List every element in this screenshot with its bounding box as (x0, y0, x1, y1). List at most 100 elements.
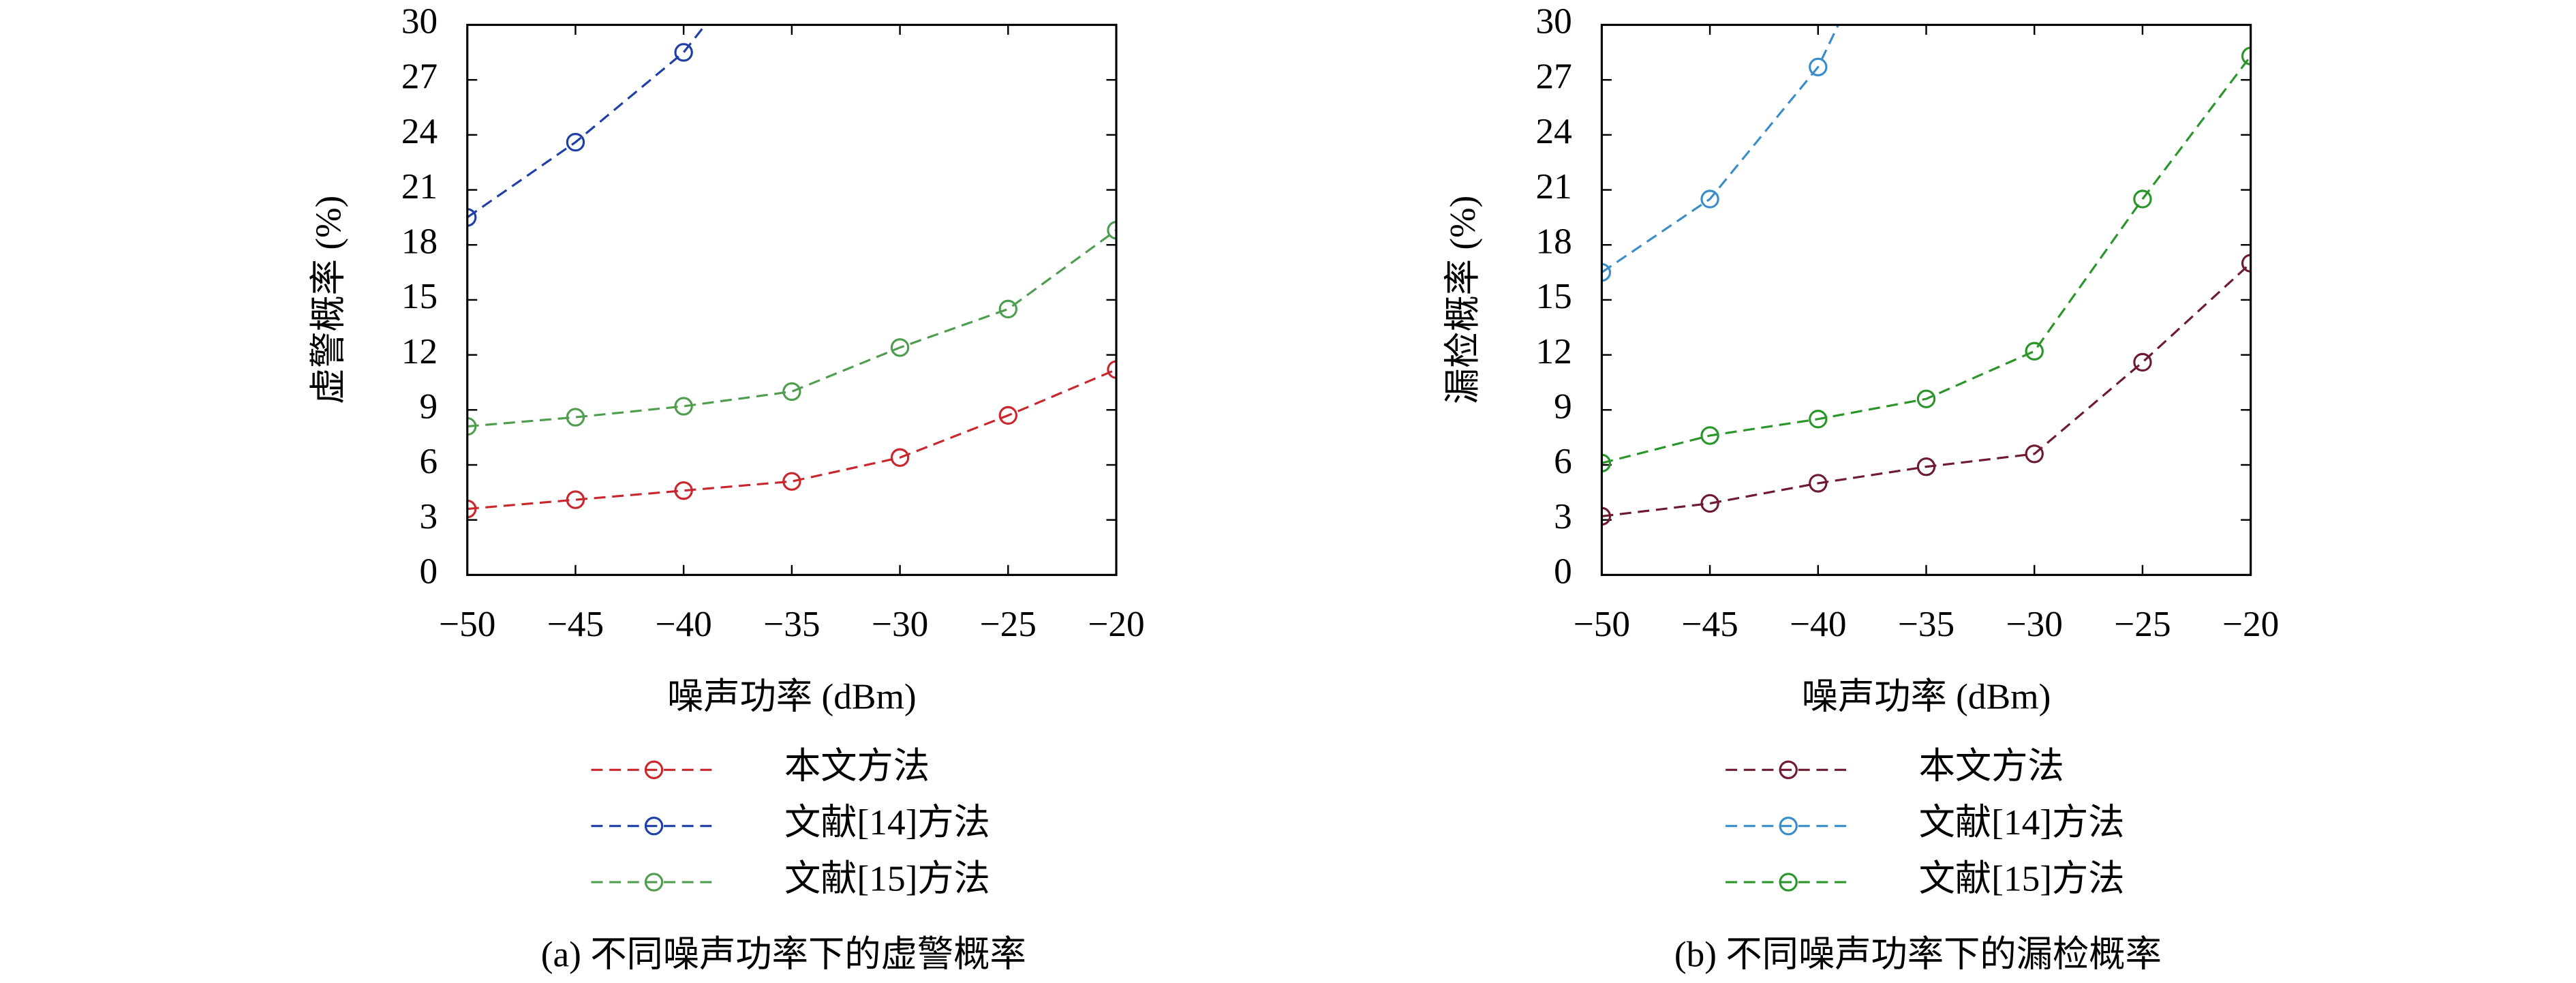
y-tick-label: 30 (401, 1, 438, 42)
y-tick-label: 24 (1535, 111, 1571, 151)
x-tick-label: −30 (2006, 604, 2063, 644)
legend-marker (1779, 873, 1798, 892)
point (1809, 57, 1828, 77)
legend-marker (1779, 816, 1798, 836)
y-tick-label: 30 (1535, 1, 1571, 42)
point (1601, 453, 1612, 472)
legend-marker (1779, 760, 1798, 779)
series-line (467, 229, 1116, 428)
x-tick-label: −50 (439, 604, 495, 644)
y-tick-label: 21 (1535, 166, 1571, 207)
series-line (467, 25, 707, 219)
legend-marker (644, 760, 664, 779)
x-tick-label: −40 (1790, 604, 1846, 644)
legend-label: 文献[14]方法 (784, 802, 990, 843)
series-line (1601, 25, 1840, 273)
point (2025, 444, 2044, 464)
point (998, 299, 1017, 319)
point (566, 408, 585, 427)
y-tick-label: 27 (1535, 56, 1571, 96)
legend-label: 本文方法 (784, 746, 930, 787)
y-tick-label: 6 (1554, 441, 1572, 481)
y-tick-label: 9 (1554, 387, 1572, 427)
y-tick-label: 6 (419, 441, 438, 481)
x-tick-label: −35 (763, 604, 820, 644)
point (782, 472, 801, 491)
x-tick-label: −50 (1574, 604, 1630, 644)
y-tick-label: 15 (401, 276, 438, 316)
point (566, 490, 585, 509)
point (1809, 474, 1828, 493)
series-line (1601, 262, 2251, 517)
x-tick-label: −40 (655, 604, 711, 644)
point (1916, 389, 1936, 408)
legend-label: 文献[15]方法 (1919, 858, 2125, 898)
y-tick-label: 18 (401, 221, 438, 261)
x-tick-label: −45 (547, 604, 604, 644)
point (674, 43, 693, 62)
point (467, 208, 477, 227)
x-tick-label: −25 (2114, 604, 2171, 644)
caption: (b) 不同噪声功率下的漏检概率 (1674, 935, 2162, 975)
y-tick-label: 15 (1535, 276, 1571, 316)
legend-marker (644, 816, 664, 836)
y-tick-label: 18 (1535, 221, 1571, 261)
y-tick-label: 12 (401, 331, 438, 372)
point (1107, 221, 1116, 240)
point (890, 338, 910, 357)
plot-frame (1600, 23, 2252, 576)
point (674, 397, 693, 416)
point (2133, 352, 2152, 372)
x-tick-label: −20 (1088, 604, 1144, 644)
y-tick-label: 0 (419, 551, 438, 592)
point (998, 406, 1017, 425)
x-axis-label: 噪声功率 (dBm) (1802, 677, 2051, 717)
point (1700, 190, 1719, 209)
x-tick-label: −35 (1898, 604, 1954, 644)
point (890, 448, 910, 467)
point (2025, 342, 2044, 361)
plot-area (467, 25, 1116, 519)
point (2133, 190, 2152, 209)
x-tick-label: −25 (980, 604, 1037, 644)
chart: 0 3 6 9 12 15 18 21 24 27 30 −50 −45 −40 −35 −30 −25 −20 本… (1443, 1, 2279, 975)
x-axis-label: 噪声功率 (dBm) (667, 677, 917, 717)
point (1601, 506, 1612, 526)
y-axis-label: 漏检概率 (%) (1443, 196, 1483, 404)
caption: (a) 不同噪声功率下的虚警概率 (541, 935, 1026, 975)
y-tick-label: 3 (419, 496, 438, 536)
series-line (1601, 55, 2251, 464)
point (674, 481, 693, 500)
point (782, 382, 801, 402)
plot-area (1601, 25, 2251, 526)
point (2241, 254, 2251, 273)
chart: 0 3 6 9 12 15 18 21 24 27 30 −50 −45 −40 −35 −30 −25 −20 本… (308, 1, 1144, 975)
y-tick-label: 24 (401, 111, 438, 151)
point (467, 417, 477, 436)
series-line (467, 368, 1116, 511)
x-tick-label: −20 (2222, 604, 2279, 644)
legend-marker (644, 873, 664, 892)
legend-label: 文献[15]方法 (784, 858, 990, 898)
y-tick-label: 21 (401, 166, 438, 207)
point (2241, 46, 2251, 65)
point (1916, 457, 1936, 477)
y-tick-label: 12 (1535, 331, 1571, 372)
point (566, 132, 585, 152)
point (467, 499, 477, 519)
x-tick-label: −30 (872, 604, 928, 644)
y-tick-label: 27 (401, 56, 438, 96)
x-tick-label: −45 (1681, 604, 1738, 644)
plot-frame (466, 23, 1118, 576)
point (1601, 262, 1612, 282)
y-axis-label: 虚警概率 (%) (308, 196, 348, 404)
legend-label: 本文方法 (1919, 746, 2064, 787)
point (1107, 360, 1116, 379)
point (1700, 494, 1719, 513)
y-tick-label: 3 (1554, 496, 1572, 536)
legend-label: 文献[14]方法 (1919, 802, 2125, 843)
y-tick-label: 9 (419, 387, 438, 427)
point (1809, 410, 1828, 429)
y-tick-label: 0 (1554, 551, 1572, 592)
